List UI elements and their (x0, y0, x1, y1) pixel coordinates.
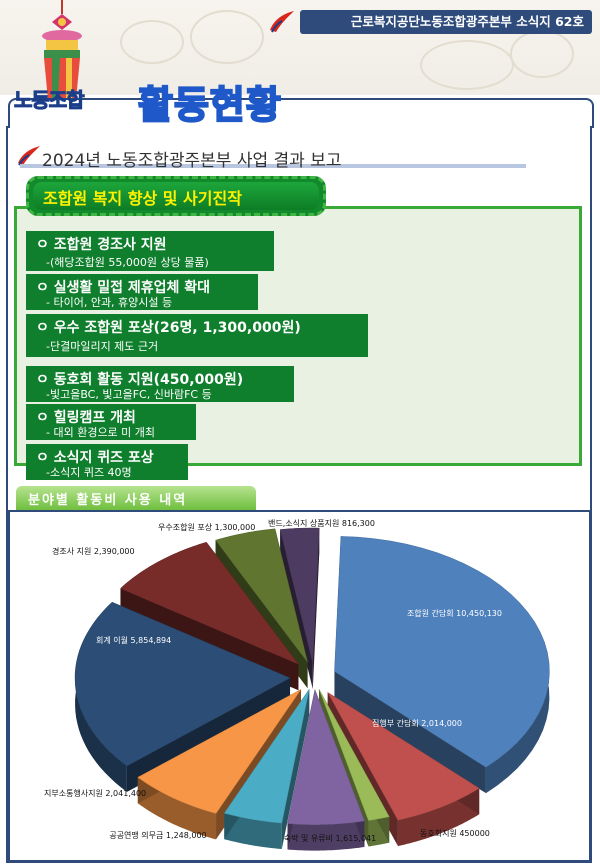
pie-slice-4 (287, 688, 365, 851)
tassel-ornament-icon (42, 0, 82, 100)
heading-underline (20, 164, 526, 168)
welfare-item-sub: - 타이어, 안과, 휴양시설 등 (46, 296, 173, 309)
welfare-item-head: ㅇ 우수 조합원 포상(26명, 1,300,000원) (36, 320, 301, 336)
welfare-item: ㅇ 소식지 퀴즈 포상 -소식지 퀴즈 40명 (26, 444, 188, 480)
welfare-item-sub: -(해당조합원 55,000원 상당 물품) (46, 256, 209, 269)
pie-data-label: 경조사 지원 2,390,000 (52, 546, 135, 556)
brush-stroke-icon (270, 11, 294, 33)
pie-slice-1 (334, 536, 550, 794)
welfare-item: ㅇ 조합원 경조사 지원 -(해당조합원 55,000원 상당 물품) (26, 231, 274, 271)
title-frame (8, 98, 594, 128)
page-title: 활동현황 (137, 82, 282, 128)
pie-slice-edge (281, 689, 310, 850)
welfare-item-head: ㅇ 동호회 활동 지원(450,000원) (36, 372, 244, 388)
welfare-item-head: ㅇ 소식지 퀴즈 포상 (36, 450, 154, 466)
welfare-item: ㅇ 동호회 활동 지원(450,000원) -빛고을BC, 빛고을FC, 신바람… (26, 366, 294, 402)
welfare-item-head: ㅇ 실생활 밀접 제휴업체 확대 (36, 280, 211, 296)
pie-slice-7 (74, 601, 291, 792)
header-swirl (120, 20, 184, 64)
pie-data-label: 공공연맹 의무금 1,248,000 (109, 830, 206, 840)
welfare-item-head: ㅇ 힐링캠프 개최 (36, 410, 136, 426)
welfare-item-sub: -단결마일리지 제도 근거 (46, 340, 159, 353)
report-heading: 2024년 노동조합광주본부 사업 결과 보고 (42, 151, 342, 171)
pie-slice-top (327, 692, 480, 821)
welfare-item: ㅇ 실생활 밀접 제휴업체 확대 - 타이어, 안과, 휴양시설 등 (26, 274, 258, 310)
chart-section-title: 분야별 활동비 사용 내역 (28, 493, 188, 508)
pie-data-label: 동호회지원 450000 (420, 829, 490, 838)
pie-data-label: 회계 이월 5,854,894 (96, 635, 171, 645)
activity-pie-chart: 조합원 간담회 10,450,130 집행부 간담회 2,014,000 동호회지원… (44, 518, 550, 851)
welfare-item: ㅇ 우수 조합원 포상(26명, 1,300,000원) -단결마일리지 제도 … (26, 314, 368, 357)
welfare-item-head: ㅇ 조합원 경조사 지원 (36, 237, 167, 253)
newsletter-issue-bar: 근로복지공단노동조합광주본부 소식지 62호 (300, 10, 592, 34)
pie-data-label: 지부소통행사지원 2,041,400 (44, 788, 146, 798)
pie-slice-top (334, 536, 550, 768)
pie-slice-wall (224, 813, 282, 849)
pie-data-label: 밴드,소식지 상품지원 816,300 (268, 518, 375, 528)
welfare-item-sub: - 대외 환경으로 미 개최 (46, 426, 156, 439)
brush-stroke-icon (18, 146, 40, 166)
header-swirl (190, 10, 264, 64)
pie-slice-edge (312, 528, 320, 690)
header-swirl (420, 40, 514, 90)
welfare-item-sub: -소식지 퀴즈 40명 (46, 466, 132, 479)
chart-section-tab: 분야별 활동비 사용 내역 (16, 486, 256, 510)
pie-slice-top (318, 688, 390, 821)
section-title-fill (33, 182, 319, 210)
pie-data-label: 숙박 및 유류비 1,615,041 (284, 833, 377, 843)
pie-slice-top (215, 528, 308, 663)
pie-slice-top (74, 601, 291, 767)
pie-slice-top (279, 527, 320, 664)
header-swirl (510, 30, 574, 78)
pie-slice-top (120, 541, 300, 665)
pie-slice-5 (223, 689, 310, 850)
welfare-item-sub: -빛고을BC, 빛고을FC, 신바람FC 등 (46, 388, 212, 401)
pie-data-label: 집행부 간담회 2,014,000 (372, 718, 462, 728)
pie-data-label: 조합원 간담회 10,450,130 (407, 608, 502, 618)
pie-slice-top (137, 689, 302, 814)
pie-data-label: 우수조합원 포상 1,300,000 (158, 522, 255, 532)
pie-slice-wall (287, 821, 365, 851)
section-title-badge: 조합원 복지 향상 및 사기진작 (26, 176, 326, 216)
pie-slice-top (287, 688, 365, 825)
title-prefix: 노동조합 (14, 88, 86, 113)
content-frame (6, 126, 592, 863)
welfare-item: ㅇ 힐링캠프 개최 - 대외 환경으로 미 개최 (26, 404, 196, 440)
pie-slice-edge (334, 671, 486, 794)
pie-slice-wall (397, 788, 480, 847)
pie-slice-top (223, 689, 310, 824)
section-title: 조합원 복지 향상 및 사기진작 (43, 189, 242, 208)
